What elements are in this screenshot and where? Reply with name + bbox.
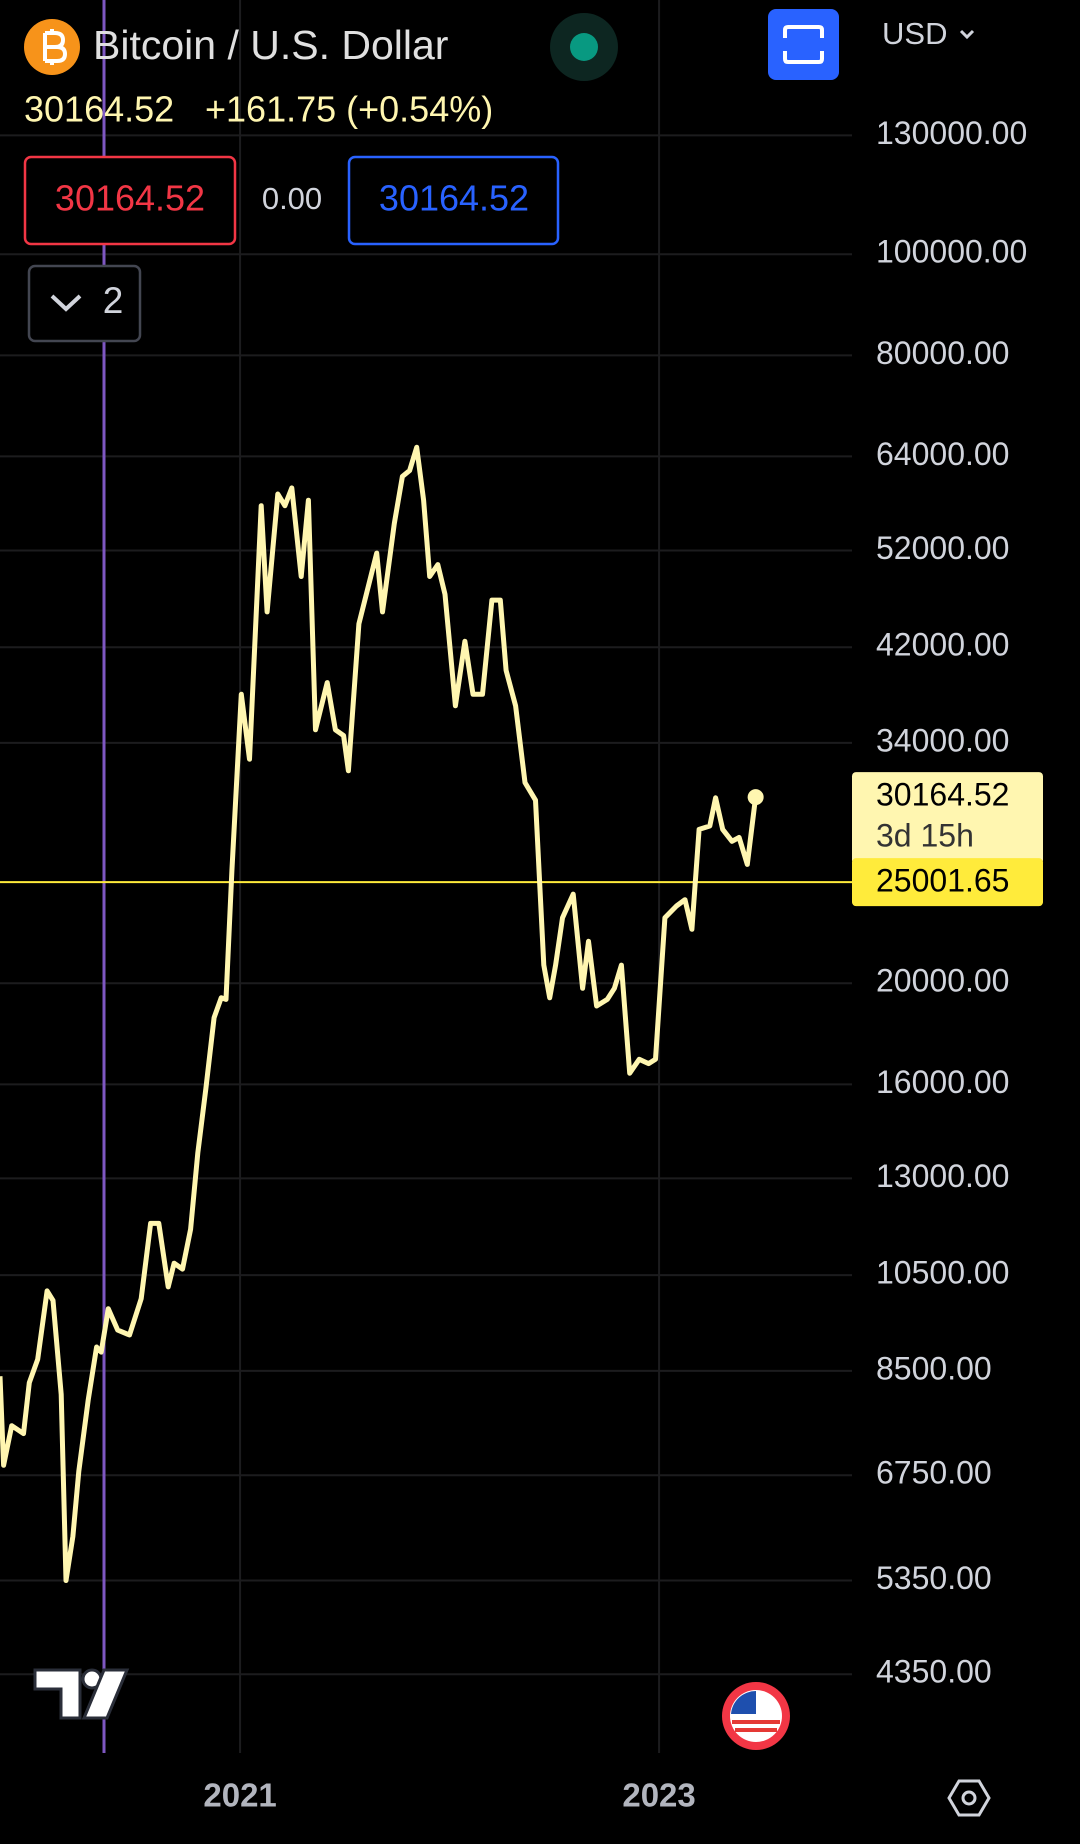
y-tick-label: 64000.00 [876,436,1009,472]
tradingview-logo [33,1668,130,1720]
y-tick-label: 52000.00 [876,530,1009,566]
bitcoin-glyph [43,29,68,65]
plot [0,444,852,1583]
y-tick-label: 5350.00 [876,1560,992,1596]
sell-price: 30164.52 [55,178,205,219]
y-tick-label: 8500.00 [876,1350,992,1386]
y-tick-label: 10500.00 [876,1255,1009,1291]
sell-button[interactable] [23,155,237,246]
y-tick-label: 13000.00 [876,1158,1009,1194]
spread: 0.00 [262,181,322,216]
fullscreen-icon [783,25,824,64]
y-tick-label: 100000.00 [876,234,1027,270]
last-price-label-box [852,772,1043,865]
settings-icon[interactable] [947,1779,991,1817]
price-change: +161.75 (+0.54%) [205,89,493,130]
x-tick-label: 2023 [622,1777,695,1814]
y-tick-label: 34000.00 [876,722,1009,758]
indicators-toggle[interactable] [27,264,142,343]
price-line-label-box [852,858,1043,907]
us-flag-icon [722,1682,790,1750]
fullscreen-button[interactable] [768,9,839,80]
grid [0,0,852,1753]
indicators-count: 2 [103,280,124,321]
y-tick-label: 130000.00 [876,115,1027,151]
y-tick-label: 6750.00 [876,1455,992,1491]
price-line-series [0,444,759,1583]
settings-icon-center [961,1790,977,1806]
buy-button[interactable] [347,155,560,246]
symbol-title: Bitcoin / U.S. Dollar [93,22,448,68]
last-price-label: 30164.52 [876,777,1009,813]
y-tick-label: 80000.00 [876,335,1009,371]
currency-selector[interactable]: USD [882,16,947,51]
x-tick-label: 2021 [203,1777,276,1814]
last-point-dot [747,789,764,806]
buy-price: 30164.52 [379,178,529,219]
y-tick-label: 42000.00 [876,627,1009,663]
indicators-chevron [50,294,82,312]
bar-countdown: 3d 15h [876,818,974,854]
price-line-label: 25001.65 [876,863,1009,899]
last-price: 30164.52 [24,89,174,130]
y-tick-label: 16000.00 [876,1064,1009,1100]
currency-chevron [959,29,975,40]
y-tick-label: 4350.00 [876,1654,992,1690]
y-tick-label: 20000.00 [876,963,1009,999]
status-dot [570,33,598,61]
